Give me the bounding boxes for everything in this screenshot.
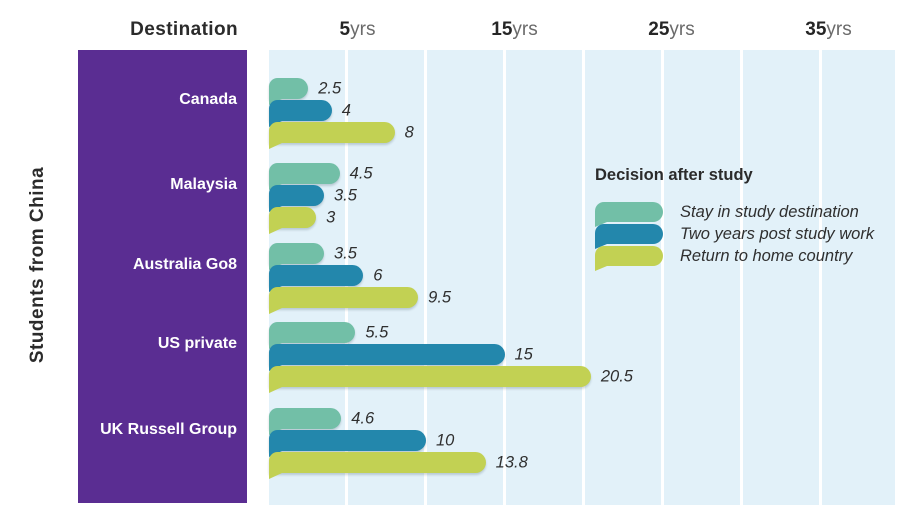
bar: 8	[269, 122, 414, 149]
legend-item-label: Two years post study work	[680, 225, 875, 243]
x-axis-tick-5: 5yrs	[339, 19, 376, 40]
bar: 3.5	[269, 185, 357, 212]
destination-label: US private	[157, 335, 237, 352]
bar-value-label: 3.5	[333, 244, 357, 262]
destination-panel: Canada Malaysia Australia Go8 US private UK …	[78, 50, 247, 503]
bar-value-label: 5.5	[365, 323, 389, 341]
bar: 2.5	[269, 78, 341, 105]
plot-area: 2.5 4 8 4.5 3.5 3 3.5 6 9.5 5.5 15 20.5 4.6 10 13.8	[269, 50, 895, 505]
bar-value-label: 10	[436, 431, 455, 449]
legend-item-label: Return to home country	[680, 247, 853, 265]
bar-value-label: 2.5	[318, 79, 342, 97]
bar: 4	[269, 100, 351, 127]
destination-label: UK Russell Group	[100, 421, 237, 438]
bar: 20.5	[269, 366, 633, 393]
x-axis-tick-35: 35yrs	[805, 19, 852, 40]
bar-value-label: 9.5	[428, 288, 452, 306]
y-axis-label: Students from China	[27, 166, 48, 364]
bar-value-label: 3.5	[333, 186, 357, 204]
bar: 4.6	[269, 408, 374, 435]
legend-swatch	[595, 246, 663, 271]
bar-value-label: 6	[373, 266, 383, 284]
bar-value-label: 4.5	[349, 164, 373, 182]
bar-value-label: 3	[326, 208, 336, 226]
bar: 4.5	[269, 163, 373, 190]
bar: 10	[269, 430, 454, 457]
legend-title: Decision after study	[595, 166, 753, 184]
bar: 15	[269, 344, 533, 371]
legend-swatch	[595, 224, 663, 249]
bar-group: 5.5 15 20.5	[269, 322, 895, 393]
legend-swatch	[595, 202, 663, 227]
bar-value-label: 13.8	[495, 453, 528, 471]
bar-group: 3.5 6 9.5	[269, 243, 895, 314]
x-axis-tick-15: 15yrs	[491, 19, 538, 40]
destination-label: Canada	[179, 91, 237, 108]
bar-value-label: 15	[514, 345, 533, 363]
bar: 3.5	[269, 243, 357, 270]
bar-group: 4.6 10 13.8	[269, 408, 895, 479]
destination-label: Malaysia	[170, 176, 237, 193]
bar: 9.5	[269, 287, 451, 314]
destination-column-header: Destination	[130, 19, 238, 40]
bar-value-label: 8	[404, 123, 414, 141]
bar-value-label: 4.6	[351, 409, 375, 427]
x-axis-tick-25: 25yrs	[648, 19, 695, 40]
bar: 6	[269, 265, 382, 292]
bar-value-label: 4	[341, 101, 351, 119]
bar-value-label: 20.5	[600, 367, 633, 385]
bar: 13.8	[269, 452, 528, 479]
bar-group: 4.5 3.5 3	[269, 163, 895, 234]
bar-group: 2.5 4 8	[269, 78, 895, 149]
destination-label: Australia Go8	[132, 256, 237, 273]
bar: 5.5	[269, 322, 388, 349]
bar: 3	[269, 207, 335, 234]
legend-item-label: Stay in study destination	[680, 203, 859, 221]
